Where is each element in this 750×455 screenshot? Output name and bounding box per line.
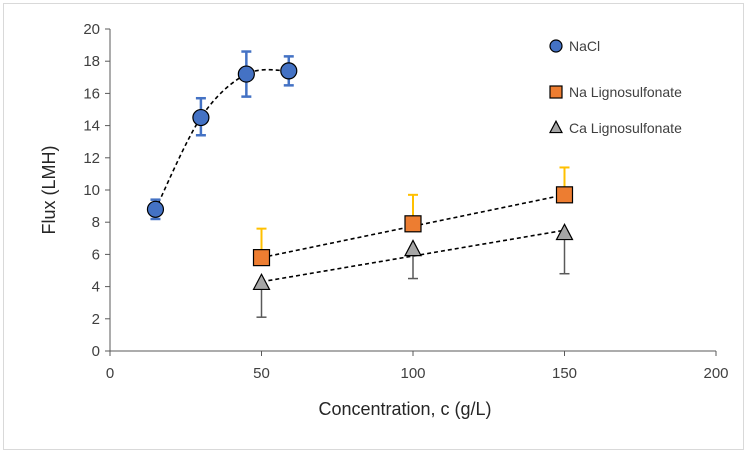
y-tick-label: 10: [83, 182, 100, 199]
y-tick-label: 2: [92, 311, 100, 328]
data-point-square: [252, 249, 271, 267]
data-point-circle: [280, 62, 298, 80]
trendline-series-0: [154, 68, 289, 210]
data-point-triangle: [404, 239, 422, 257]
y-tick-label: 12: [83, 150, 100, 167]
y-tick-label: 6: [92, 246, 100, 263]
y-tick-label: 20: [83, 21, 100, 38]
x-tick-label: 50: [253, 365, 270, 382]
data-markers: [146, 62, 574, 291]
x-tick-label: 100: [400, 365, 425, 382]
data-point-triangle: [252, 272, 271, 291]
chart-frame: [3, 3, 744, 450]
legend-label: NaCl: [569, 38, 600, 54]
trendline-series-2: [261, 229, 565, 283]
x-axis-title: Concentration, c (g/L): [318, 399, 491, 419]
y-tick-label: 0: [92, 343, 100, 360]
y-axis-title: Flux (LMH): [39, 146, 59, 235]
legend-marker-triangle: [549, 119, 563, 134]
y-tick-label: 16: [83, 85, 100, 102]
x-tick-label: 200: [703, 365, 728, 382]
legend: NaCl Na Lignosulfonate Ca Lignosulfonate: [549, 38, 682, 136]
error-bars: [150, 50, 570, 318]
data-point-square: [555, 186, 574, 204]
data-point-circle: [192, 108, 210, 127]
x-tick-label: 150: [552, 365, 577, 382]
y-tick-label: 18: [83, 53, 100, 70]
legend-marker-circle: [549, 39, 563, 53]
y-tick-label: 8: [92, 214, 100, 231]
legend-label: Ca Lignosulfonate: [569, 120, 682, 136]
legend-marker-square: [549, 85, 563, 99]
y-tick-label: 4: [92, 279, 100, 296]
data-point-square: [404, 215, 422, 233]
x-tick-label: 0: [106, 365, 114, 382]
y-tick-label: 14: [83, 118, 100, 135]
trendlines: [154, 68, 565, 283]
legend-label: Na Lignosulfonate: [569, 84, 682, 100]
data-point-circle: [237, 65, 255, 83]
data-point-triangle: [555, 223, 574, 241]
data-point-circle: [146, 200, 165, 218]
